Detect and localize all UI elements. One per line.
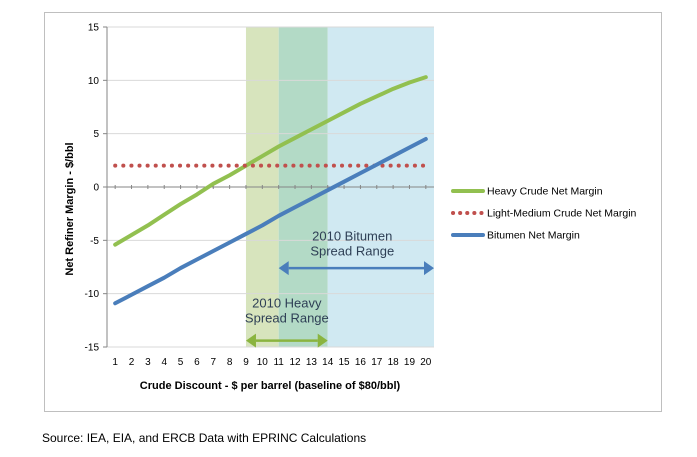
x-tick-label-14: 15 (339, 357, 351, 368)
x-tick-label-17: 18 (388, 357, 400, 368)
x-tick-label-5: 6 (194, 357, 200, 368)
x-tick-label-0: 1 (112, 357, 118, 368)
x-tick-label-7: 8 (227, 357, 233, 368)
annotation-heavy-line-1: Spread Range (245, 311, 329, 326)
y-tick-label-0: 15 (88, 23, 100, 34)
y-tick-label-5: -10 (85, 289, 100, 300)
y-tick-label-6: -15 (85, 343, 100, 354)
arrow-bitumen-head-left (278, 261, 289, 276)
y-axis-label: Net Refiner Margin - $/bbl (64, 142, 76, 275)
chart-frame: 15 10 5 0 -5 -10 -15 1 2 3 4 5 6 7 8 9 10 11 12 13 14 15 16 17 1… (44, 12, 662, 412)
y-tick-label-2: 5 (93, 129, 99, 140)
y-tick-label-1: 10 (88, 76, 100, 87)
y-tick-label-4: -5 (90, 236, 99, 247)
series-heavy-crude-net-margin (113, 75, 428, 247)
arrow-bitumen-head-right (424, 261, 434, 276)
x-tick-label-16: 17 (371, 357, 383, 368)
y-tick-label-3: 0 (93, 183, 99, 194)
annotation-heavy-line-0: 2010 Heavy (252, 296, 322, 311)
x-tick-label-11: 12 (289, 357, 301, 368)
x-tick-label-10: 11 (273, 357, 284, 368)
legend-label-light-medium-crude-net-margin: Light-Medium Crude Net Margin (487, 208, 637, 220)
x-tick-label-13: 14 (322, 357, 334, 368)
x-tick-label-4: 5 (178, 357, 184, 368)
legend-label-heavy-crude-net-margin: Heavy Crude Net Margin (487, 186, 603, 198)
x-tick-label-15: 16 (355, 357, 367, 368)
arrow-heavy-head-right (317, 333, 328, 348)
x-tick-label-9: 10 (257, 357, 269, 368)
x-tick-label-2: 3 (145, 357, 151, 368)
x-axis-label: Crude Discount - $ per barrel (baseline … (140, 380, 401, 392)
arrow-heavy-head-left (245, 333, 256, 348)
series-bitumen-net-margin (113, 137, 428, 306)
x-tick-label-3: 4 (161, 357, 167, 368)
annotation-bitumen-line-1: Spread Range (310, 243, 394, 258)
x-tick-label-19: 20 (420, 357, 432, 368)
x-tick-label-8: 9 (243, 357, 249, 368)
x-tick-label-1: 2 (129, 357, 135, 368)
source-note: Source: IEA, EIA, and ERCB Data with EPR… (42, 431, 367, 445)
x-tick-label-18: 19 (404, 357, 416, 368)
x-tick-label-12: 13 (306, 357, 318, 368)
annotation-bitumen-line-0: 2010 Bitumen (312, 228, 392, 243)
x-tick-label-6: 7 (210, 357, 216, 368)
legend-label-bitumen-net-margin: Bitumen Net Margin (487, 230, 580, 242)
